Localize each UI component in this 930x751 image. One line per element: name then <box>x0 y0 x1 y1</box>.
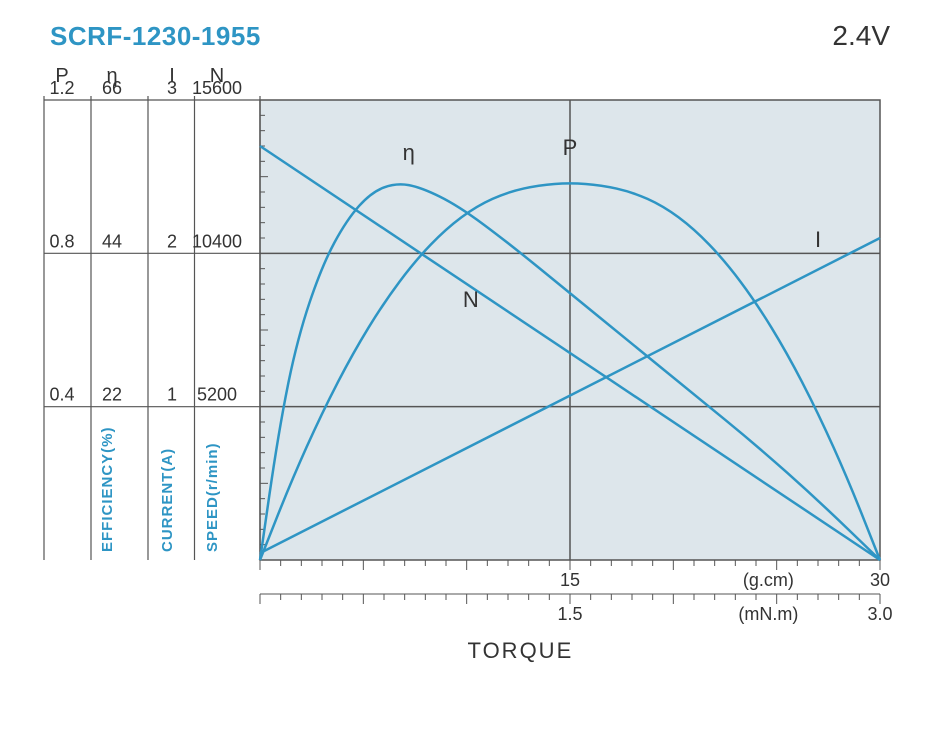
curve-label-eta: η <box>403 140 415 165</box>
header-row: SCRF-1230-1955 2.4V <box>20 20 910 52</box>
chart-svg: Pη I N 1.2 0.8 0.4 66 44 22 EFFICIENCY(%) 3 2 1 CURRE… <box>20 60 910 710</box>
y-tick-label: 1.2 <box>49 78 74 98</box>
y-tick-label: 22 <box>102 385 122 405</box>
y-tick-label: 44 <box>102 231 122 251</box>
y-tick-label: 5200 <box>197 385 237 405</box>
y-tick-label: 15600 <box>192 78 242 98</box>
x-unit: (mN.m) <box>738 604 798 624</box>
y-axis-label: SPEED(r/min) <box>204 442 221 552</box>
x-tick-label: 1.5 <box>557 604 582 624</box>
y-tick-label: 2 <box>167 231 177 251</box>
y-tick-label: 66 <box>102 78 122 98</box>
y-axis-label: CURRENT(A) <box>159 448 176 552</box>
x-axis-title: TORQUE <box>468 638 574 663</box>
x-tick-label: 30 <box>870 570 890 590</box>
motor-chart: SCRF-1230-1955 2.4V Pη I N 1.2 0.8 0.4 66 44 22 E… <box>20 20 910 730</box>
y-axis-label: EFFICIENCY(%) <box>99 427 116 553</box>
model-number: SCRF-1230-1955 <box>50 21 261 52</box>
curve-label-N: N <box>463 287 479 312</box>
chart-area: Pη I N 1.2 0.8 0.4 66 44 22 EFFICIENCY(%) 3 2 1 CURRE… <box>20 60 910 680</box>
x-tick-label: 3.0 <box>867 604 892 624</box>
x-unit: (g.cm) <box>743 570 794 590</box>
y-tick-label: 10400 <box>192 231 242 251</box>
y-tick-label: 3 <box>167 78 177 98</box>
voltage-label: 2.4V <box>832 20 890 52</box>
y-tick-label: 0.4 <box>49 385 74 405</box>
curve-label-I: I <box>815 227 821 252</box>
curve-label-P: P <box>563 135 578 160</box>
y-tick-label: 0.8 <box>49 231 74 251</box>
x-tick-label: 15 <box>560 570 580 590</box>
y-tick-label: 1 <box>167 385 177 405</box>
